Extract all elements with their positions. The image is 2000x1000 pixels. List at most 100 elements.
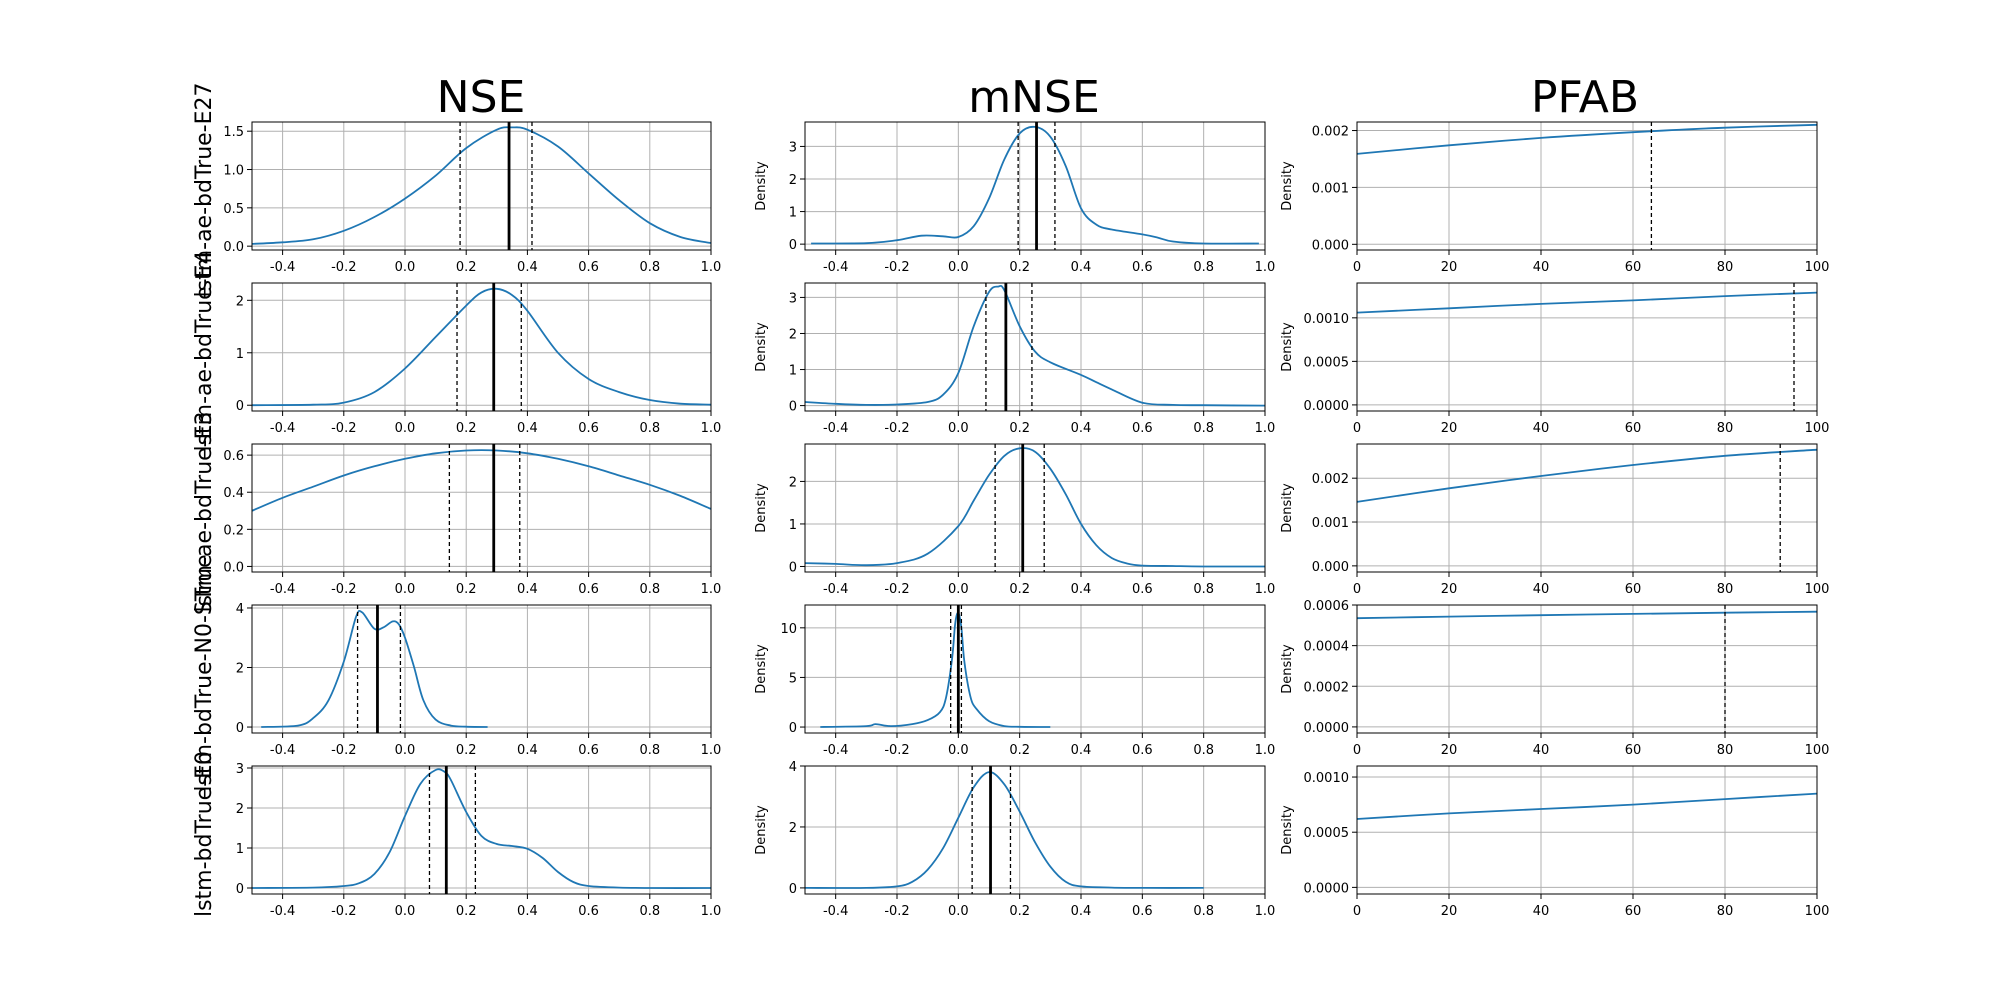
x-tick-label: 0.8	[1193, 904, 1214, 919]
y-tick-label: 0	[789, 238, 797, 253]
x-tick-label: 0.8	[639, 421, 660, 436]
y-tick-label: 0	[236, 399, 244, 414]
y-tick-label: 0.0000	[1304, 721, 1350, 736]
x-tick-label: 0.2	[1009, 904, 1030, 919]
x-tick-label: 0.8	[1193, 582, 1214, 597]
x-tick-label: 20	[1441, 904, 1458, 919]
axes-frame	[251, 765, 712, 895]
x-tick-label: 0	[1353, 421, 1361, 436]
panel-1-2: 0 20 40 60 80 100 0.0000 0.0005 0.0010 Density	[1280, 282, 1829, 436]
x-tick-label: 0.4	[1071, 582, 1092, 597]
y-tick-label: 1	[789, 364, 797, 379]
y-axis-label: Density	[754, 483, 769, 533]
x-tick-label: 1.0	[701, 260, 722, 275]
column-title-mnse: mNSE	[968, 72, 1100, 123]
x-tick-label: -0.4	[823, 743, 848, 758]
x-tick-label: 1.0	[1255, 743, 1276, 758]
column-title-pfab: PFAB	[1531, 72, 1639, 123]
x-tick-label: 0.0	[948, 421, 969, 436]
density-curve	[1356, 792, 1818, 820]
x-tick-label: 0.4	[1071, 743, 1092, 758]
column-title-nse: NSE	[437, 72, 526, 123]
panel-2-0: -0.4 -0.2 0.0 0.2 0.4 0.6 0.8 1.0 0.0 0.2 0.4 0.6	[223, 443, 722, 597]
row-label-2: lstm-ae-bdTrue-E3	[192, 411, 217, 612]
x-tick-label: 0	[1353, 582, 1361, 597]
y-tick-label: 0.0004	[1304, 640, 1350, 655]
axes-frame	[1356, 604, 1818, 734]
y-tick-label: 2	[789, 475, 797, 490]
x-tick-label: 80	[1717, 582, 1734, 597]
panel-3-2: 0 20 40 60 80 100 0.0000 0.0002 0.0004 0.0006 Dens…	[1280, 599, 1829, 758]
x-tick-label: 60	[1625, 260, 1642, 275]
y-axis-label: Density	[1280, 161, 1295, 211]
panel-4-0: -0.4 -0.2 0.0 0.2 0.4 0.6 0.8 1.0 0 1 2 3	[236, 762, 722, 919]
x-tick-label: 80	[1717, 421, 1734, 436]
x-tick-label: 0.8	[639, 582, 660, 597]
x-tick-label: 0.4	[1071, 260, 1092, 275]
x-tick-label: 0.6	[1132, 260, 1153, 275]
density-curve	[804, 771, 1204, 889]
axes-frame	[804, 121, 1266, 251]
x-tick-label: 1.0	[701, 743, 722, 758]
x-tick-label: 0.4	[1071, 421, 1092, 436]
density-curve	[251, 287, 712, 407]
axes-frame	[804, 765, 1266, 895]
x-tick-label: -0.4	[823, 260, 848, 275]
x-tick-label: 0.0	[948, 582, 969, 597]
x-tick-label: -0.2	[884, 421, 909, 436]
row-label-3: lstm-bdTrue-N0-STrue	[192, 554, 217, 791]
panel-4-1: -0.4 -0.2 0.0 0.2 0.4 0.6 0.8 1.0 0 2 4 Density	[754, 760, 1275, 919]
x-tick-label: 0.8	[1193, 743, 1214, 758]
x-tick-label: 1.0	[1255, 260, 1276, 275]
row-label-1: lstm-ae-bdTrue-E4	[192, 250, 217, 451]
y-tick-label: 2	[236, 802, 244, 817]
x-tick-label: 0.2	[1009, 421, 1030, 436]
x-tick-label: 1.0	[1255, 582, 1276, 597]
x-tick-label: 100	[1805, 260, 1830, 275]
y-tick-label: 0.0000	[1304, 399, 1350, 414]
x-tick-label: 40	[1533, 260, 1550, 275]
x-tick-label: 0.6	[578, 260, 599, 275]
axes-frame	[251, 443, 712, 573]
axes-frame	[251, 282, 712, 412]
y-axis-label: Density	[754, 644, 769, 694]
x-tick-label: 1.0	[1255, 421, 1276, 436]
y-tick-label: 0.000	[1312, 238, 1349, 253]
row-label-4: lstm-bdTrue-E0	[192, 751, 217, 917]
x-tick-label: -0.2	[331, 582, 356, 597]
x-tick-label: 0.0	[395, 743, 416, 758]
y-tick-label: 1	[236, 347, 244, 362]
x-tick-label: 0.0	[948, 260, 969, 275]
y-tick-label: 2	[236, 294, 244, 309]
y-tick-label: 2	[789, 173, 797, 188]
x-tick-label: 0.8	[639, 904, 660, 919]
x-tick-label: 0.8	[639, 743, 660, 758]
x-tick-label: 1.0	[701, 582, 722, 597]
y-tick-label: 0	[789, 882, 797, 897]
panel-3-1: -0.4 -0.2 0.0 0.2 0.4 0.6 0.8 1.0 0 5 10 Density	[754, 604, 1276, 758]
x-tick-label: 0.0	[395, 904, 416, 919]
x-tick-label: 0.8	[1193, 421, 1214, 436]
x-tick-label: 1.0	[701, 421, 722, 436]
x-tick-label: 40	[1533, 421, 1550, 436]
x-tick-label: 0.4	[1071, 904, 1092, 919]
x-tick-label: -0.4	[270, 260, 295, 275]
x-tick-label: 0.4	[517, 260, 538, 275]
y-tick-label: 0.002	[1312, 125, 1349, 140]
axes-frame	[1356, 765, 1818, 895]
panel-2-1: -0.4 -0.2 0.0 0.2 0.4 0.6 0.8 1.0 0 1 2 Density	[754, 443, 1276, 597]
x-tick-label: -0.2	[884, 904, 909, 919]
axes-frame	[1356, 121, 1818, 251]
y-tick-label: 1.0	[223, 164, 244, 179]
x-tick-label: -0.4	[270, 904, 295, 919]
x-tick-label: -0.2	[331, 743, 356, 758]
x-tick-label: 100	[1805, 582, 1830, 597]
y-tick-label: 2	[789, 327, 797, 342]
y-tick-label: 0.0010	[1304, 771, 1350, 786]
x-tick-label: -0.2	[331, 260, 356, 275]
x-tick-label: 0.2	[456, 421, 477, 436]
y-tick-label: 3	[236, 762, 244, 777]
y-tick-label: 0.002	[1312, 472, 1349, 487]
x-tick-label: 0.4	[517, 421, 538, 436]
x-tick-label: 60	[1625, 582, 1642, 597]
